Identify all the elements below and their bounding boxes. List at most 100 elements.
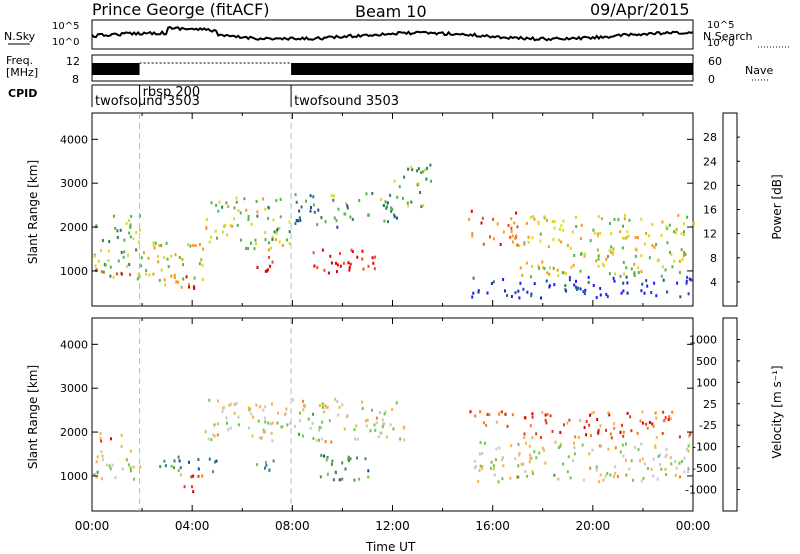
power-datum — [294, 222, 297, 225]
power-datum — [579, 269, 582, 273]
power-datum — [147, 256, 150, 260]
velocity-datum — [531, 415, 534, 419]
power-datum — [158, 278, 161, 282]
velocity-datum — [129, 449, 132, 453]
power-datum — [627, 234, 630, 238]
power-datum — [624, 236, 627, 240]
power-datum — [574, 215, 577, 219]
power-datum — [640, 217, 643, 221]
velocity-datum — [683, 456, 686, 460]
power-datum — [510, 295, 513, 298]
power-datum — [628, 218, 631, 222]
velocity-datum — [237, 423, 240, 427]
power-datum — [622, 260, 625, 264]
velocity-datum — [271, 421, 274, 425]
power-datum — [546, 271, 549, 275]
power-datum — [217, 209, 220, 213]
power-datum — [471, 295, 474, 299]
power-datum — [471, 232, 474, 235]
power-datum — [332, 198, 335, 202]
velocity-datum — [557, 477, 560, 481]
velocity-datum — [628, 467, 631, 471]
power-datum — [515, 211, 518, 215]
velocity-datum — [343, 427, 346, 431]
velocity-datum — [657, 454, 660, 458]
velocity-datum — [683, 470, 686, 474]
power-datum — [193, 287, 196, 290]
power-datum — [117, 259, 120, 263]
power-datum — [316, 223, 319, 227]
velocity-datum — [163, 459, 166, 463]
velocity-datum — [674, 473, 677, 477]
velocity-datum — [526, 474, 529, 478]
power-datum — [583, 252, 586, 256]
velocity-datum — [320, 454, 323, 457]
velocity-datum — [588, 452, 591, 456]
power-datum — [107, 249, 110, 253]
power-colorbar-label: 20 — [703, 179, 717, 192]
velocity-datum — [257, 419, 260, 423]
velocity-datum — [100, 477, 103, 481]
velocity-datum — [619, 450, 622, 454]
velocity-datum — [233, 411, 236, 415]
power-datum — [393, 213, 396, 217]
noise-tick-left-bottom: 10^0 — [52, 37, 80, 48]
velocity-datum — [599, 424, 602, 428]
velocity-datum — [650, 467, 653, 471]
power-datum — [321, 248, 324, 252]
velocity-datum — [566, 421, 569, 425]
power-datum — [471, 234, 474, 238]
velocity-datum — [197, 467, 200, 471]
power-datum — [224, 223, 227, 227]
power-datum — [253, 247, 256, 251]
velocity-datum — [622, 434, 625, 438]
power-datum — [129, 273, 131, 277]
power-datum — [640, 254, 643, 258]
velocity-datum — [331, 459, 334, 463]
power-datum — [612, 276, 615, 280]
power-datum — [235, 200, 238, 204]
power-datum — [666, 241, 669, 245]
velocity-datum — [590, 412, 593, 416]
velocity-datum — [336, 400, 339, 404]
power-datum — [619, 274, 622, 278]
power-datum — [530, 215, 532, 219]
velocity-ytick-label: 2000 — [60, 426, 88, 439]
velocity-datum — [671, 410, 674, 414]
velocity-datum — [652, 457, 655, 461]
power-datum — [513, 221, 516, 225]
power-datum — [332, 194, 335, 198]
velocity-datum — [276, 421, 279, 425]
velocity-datum — [210, 438, 213, 442]
velocity-datum — [473, 459, 476, 463]
velocity-datum — [272, 459, 275, 463]
velocity-datum — [204, 430, 207, 434]
noise-tick-right-top: 10^5 — [707, 20, 735, 31]
velocity-datum — [302, 399, 305, 403]
velocity-datum — [353, 478, 356, 482]
velocity-datum — [551, 429, 554, 433]
velocity-datum — [687, 449, 690, 453]
power-datum — [279, 197, 282, 201]
velocity-ytick-label: 1000 — [60, 470, 88, 483]
velocity-datum — [531, 470, 534, 474]
power-datum — [531, 236, 534, 240]
power-datum — [511, 240, 514, 244]
velocity-datum — [381, 425, 384, 429]
power-datum — [530, 275, 532, 279]
power-datum — [625, 275, 628, 279]
power-datum — [656, 259, 659, 263]
velocity-datum — [192, 474, 195, 478]
velocity-datum — [554, 440, 557, 444]
power-datum — [597, 234, 599, 238]
power-datum — [154, 241, 157, 245]
velocity-datum — [581, 443, 584, 447]
power-datum — [187, 282, 190, 286]
velocity-datum — [524, 416, 527, 420]
power-datum — [521, 273, 524, 277]
power-datum — [661, 220, 664, 224]
velocity-datum — [501, 458, 503, 462]
power-datum — [605, 292, 608, 296]
power-datum — [402, 196, 404, 200]
power-datum — [313, 210, 316, 214]
